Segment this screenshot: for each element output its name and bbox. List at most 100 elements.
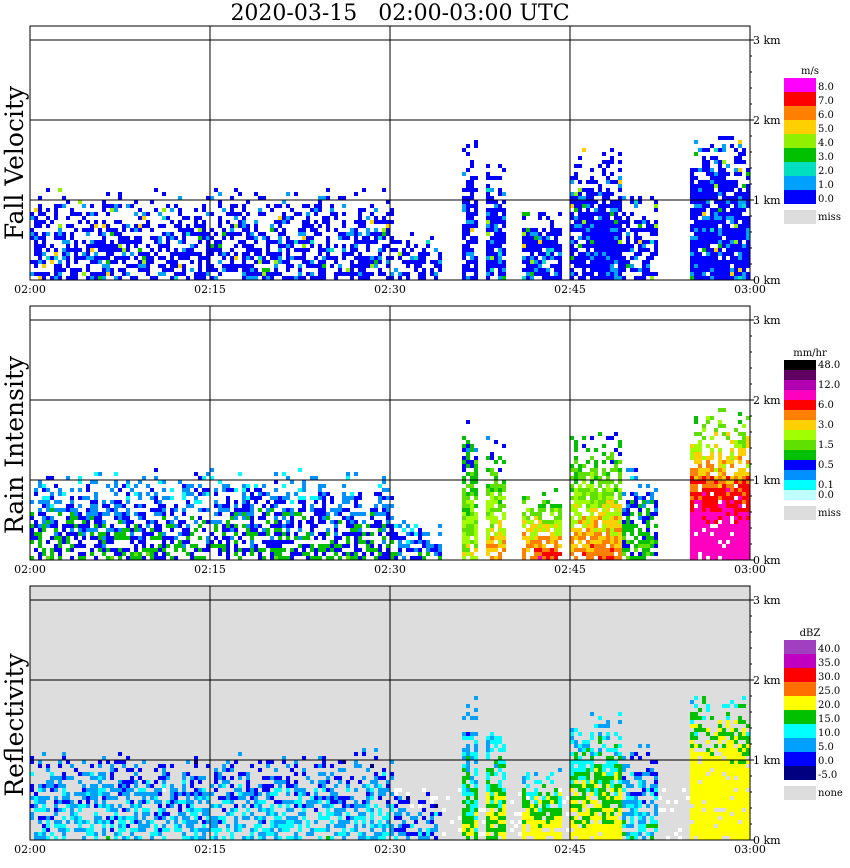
data-cell	[578, 204, 582, 208]
data-cell	[614, 228, 618, 232]
data-cell	[142, 264, 146, 268]
data-cell	[598, 512, 602, 516]
data-cell	[590, 188, 594, 192]
data-cell	[222, 796, 226, 800]
data-cell	[98, 228, 102, 232]
data-cell	[734, 172, 738, 176]
data-cell	[302, 236, 306, 240]
data-cell	[718, 268, 722, 272]
data-cell	[358, 532, 362, 536]
data-cell	[286, 492, 290, 496]
data-cell	[554, 508, 558, 512]
data-cell	[586, 524, 590, 528]
data-cell	[742, 148, 746, 152]
colorbar-swatch	[784, 120, 816, 134]
data-cell	[690, 472, 694, 476]
data-cell	[698, 468, 702, 472]
data-cell	[110, 788, 114, 792]
data-cell	[578, 548, 582, 552]
data-cell	[370, 544, 374, 548]
data-cell	[370, 552, 374, 556]
data-cell	[498, 532, 502, 536]
data-cell	[38, 248, 42, 252]
data-cell	[730, 504, 734, 508]
data-cell	[602, 256, 606, 260]
data-cell	[230, 800, 234, 804]
data-cell	[614, 252, 618, 256]
data-cell	[502, 528, 506, 532]
data-cell	[222, 780, 226, 784]
data-cell	[106, 260, 110, 264]
data-cell	[542, 528, 546, 532]
data-cell	[198, 484, 202, 488]
data-cell	[726, 496, 730, 500]
data-cell	[730, 216, 734, 220]
data-cell	[730, 540, 734, 544]
data-cell	[650, 196, 654, 200]
data-cell	[590, 264, 594, 268]
data-cell	[694, 212, 698, 216]
data-cell	[578, 468, 582, 472]
data-cell	[250, 544, 254, 548]
colorbar-swatch	[784, 440, 816, 450]
data-cell	[246, 800, 250, 804]
data-cell	[722, 144, 726, 148]
data-cell	[702, 456, 706, 460]
data-cell	[358, 232, 362, 236]
data-cell	[702, 268, 706, 272]
data-cell	[362, 276, 366, 280]
data-cell	[746, 252, 750, 256]
data-cell	[398, 540, 402, 544]
data-cell	[274, 268, 278, 272]
data-cell	[710, 260, 714, 264]
data-cell	[250, 496, 254, 500]
data-cell	[698, 548, 702, 552]
data-cell	[190, 780, 194, 784]
data-cell	[522, 532, 526, 536]
data-cell	[98, 240, 102, 244]
data-cell	[594, 508, 598, 512]
data-cell	[42, 220, 46, 224]
data-cell	[386, 212, 390, 216]
data-cell	[474, 260, 478, 264]
data-cell	[558, 260, 562, 264]
data-cell	[346, 472, 350, 476]
data-cell	[494, 220, 498, 224]
data-cell	[734, 532, 738, 536]
data-cell	[618, 440, 622, 444]
data-cell	[590, 220, 594, 224]
data-cell	[718, 492, 722, 496]
data-cell	[626, 528, 630, 532]
data-cell	[90, 776, 94, 780]
data-cell	[530, 536, 534, 540]
data-cell	[242, 772, 246, 776]
data-cell	[146, 808, 150, 812]
data-cell	[242, 492, 246, 496]
data-cell	[110, 240, 114, 244]
data-cell	[646, 548, 650, 552]
data-cell	[414, 264, 418, 268]
data-cell	[170, 792, 174, 796]
data-cell	[626, 500, 630, 504]
data-cell	[218, 240, 222, 244]
data-cell	[274, 204, 278, 208]
data-cell	[138, 820, 142, 824]
data-cell	[86, 232, 90, 236]
data-cell	[422, 260, 426, 264]
data-cell	[422, 272, 426, 276]
data-cell	[538, 268, 542, 272]
data-cell	[718, 420, 722, 424]
data-cell	[574, 520, 578, 524]
data-cell	[310, 532, 314, 536]
data-cell	[134, 504, 138, 508]
data-cell	[126, 528, 130, 532]
data-cell	[694, 264, 698, 268]
data-cell	[558, 520, 562, 524]
data-cell	[98, 244, 102, 248]
data-cell	[166, 244, 170, 248]
data-cell	[202, 796, 206, 800]
data-cell	[90, 784, 94, 788]
data-cell	[690, 276, 694, 280]
data-cell	[294, 256, 298, 260]
data-cell	[182, 520, 186, 524]
